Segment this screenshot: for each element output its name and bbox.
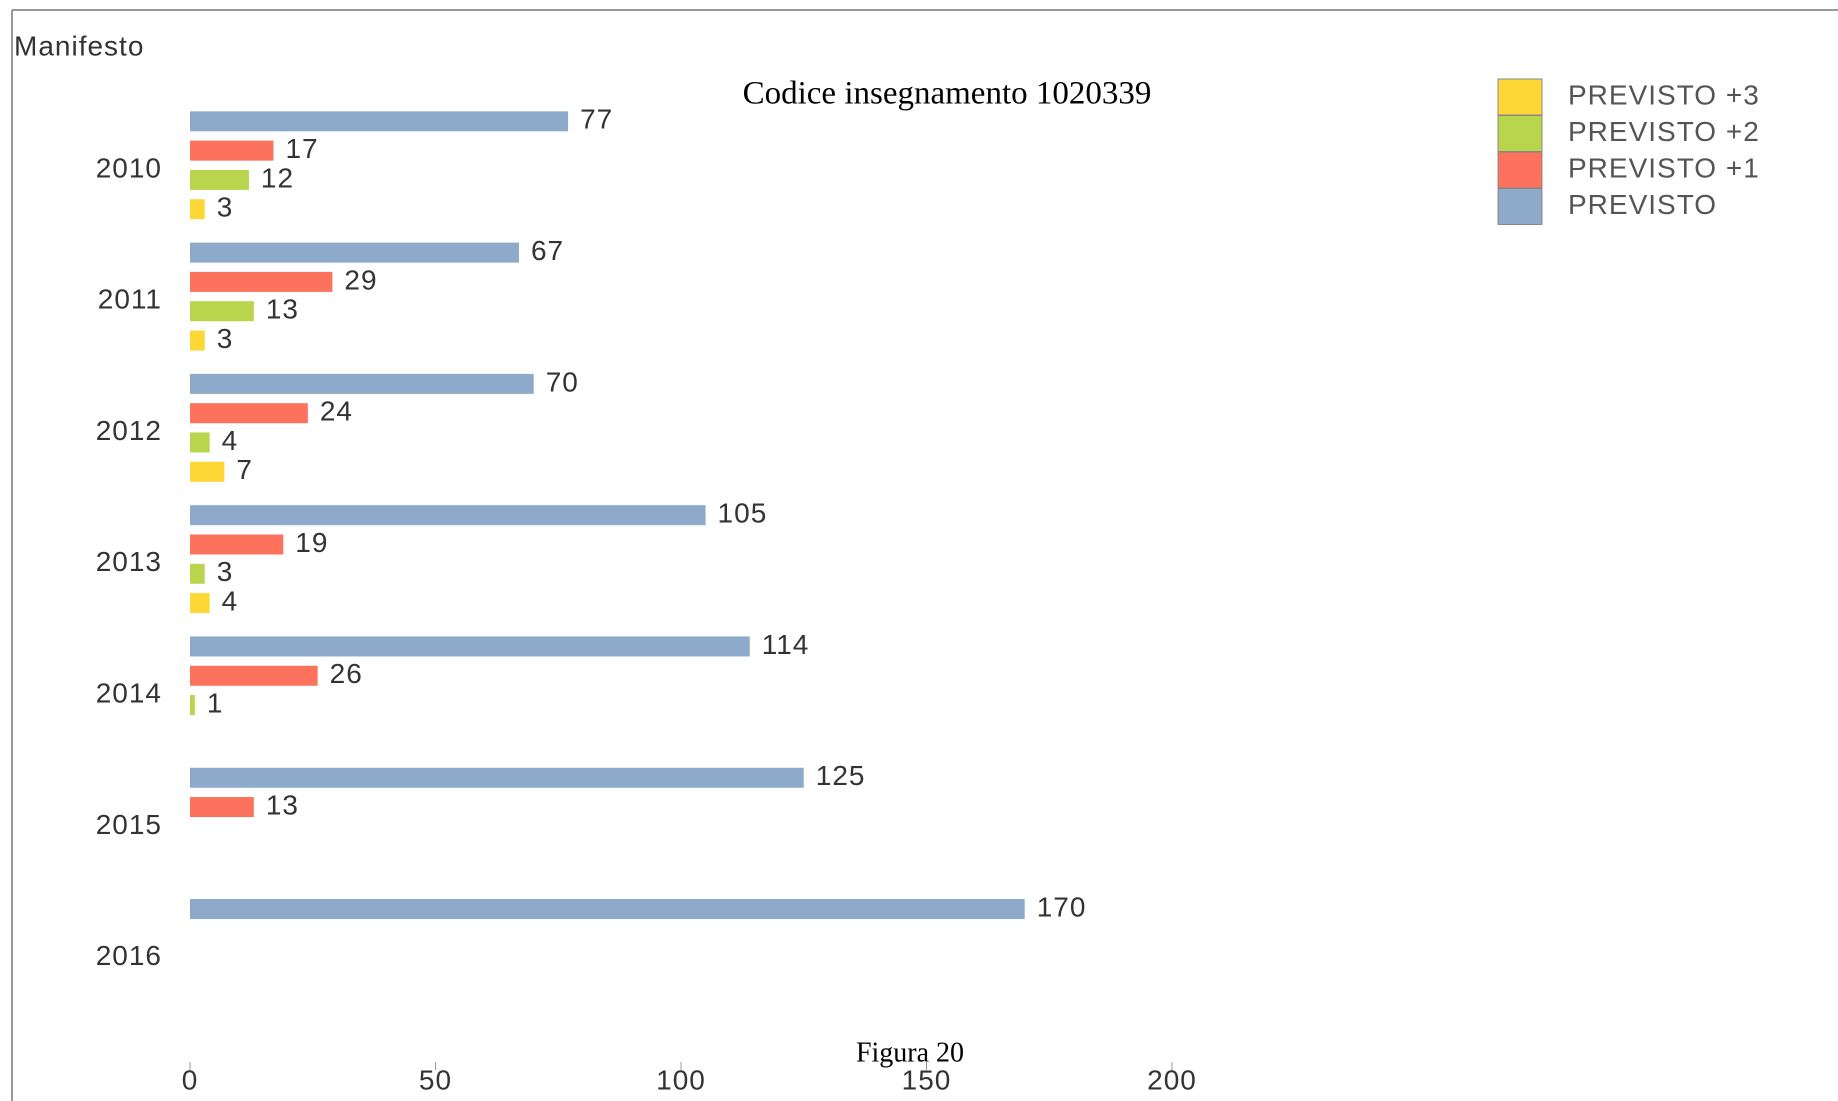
x-tick-label: 200 — [1147, 1064, 1197, 1095]
value-label: 67 — [531, 235, 564, 266]
y-tick-label: 2015 — [96, 809, 162, 840]
legend-swatch — [1497, 115, 1543, 152]
legend-swatch — [1497, 151, 1543, 189]
value-label: 13 — [266, 789, 299, 820]
value-label: 26 — [330, 658, 363, 689]
value-label: 3 — [217, 556, 234, 587]
value-label: 70 — [546, 366, 579, 397]
bar — [190, 665, 318, 686]
legend-label: PREVISTO +3 — [1568, 79, 1760, 110]
value-label: 3 — [217, 323, 234, 354]
bar — [190, 899, 1025, 920]
bar — [190, 695, 195, 716]
value-label: 125 — [816, 760, 866, 791]
value-label: 29 — [344, 264, 377, 295]
x-tick-label: 100 — [656, 1064, 706, 1095]
value-label: 24 — [320, 396, 353, 427]
value-label: 4 — [222, 425, 239, 456]
bar — [190, 432, 210, 453]
value-label: 170 — [1037, 891, 1087, 922]
bar — [190, 199, 205, 220]
value-label: 19 — [295, 527, 328, 558]
value-label: 3 — [217, 192, 234, 223]
value-label: 7 — [236, 454, 253, 485]
y-tick-label: 2010 — [96, 152, 162, 183]
bar — [190, 636, 750, 657]
bar — [190, 797, 254, 818]
value-label: 105 — [718, 498, 768, 529]
bar — [190, 242, 519, 263]
bar — [190, 301, 254, 322]
value-label: 4 — [222, 585, 239, 616]
legend-label: PREVISTO +2 — [1568, 116, 1760, 147]
y-tick-label: 2014 — [96, 678, 162, 709]
value-label: 114 — [762, 629, 810, 660]
x-tick-label: 50 — [419, 1064, 452, 1095]
y-tick-label: 2011 — [98, 284, 162, 315]
bar — [190, 534, 284, 555]
chart-title: Codice insegnamento 1020339 — [743, 76, 1152, 112]
bar — [190, 271, 333, 292]
bar — [190, 330, 205, 351]
bar — [190, 563, 205, 584]
value-label: 17 — [285, 133, 318, 164]
y-tick-label: 2016 — [96, 940, 162, 971]
value-label: 77 — [580, 104, 613, 135]
bar — [190, 461, 225, 482]
bar — [190, 140, 274, 161]
bar — [190, 767, 804, 788]
legend-swatch — [1497, 78, 1543, 116]
y-tick-label: 2012 — [96, 415, 162, 446]
y-axis-title: Manifesto — [14, 30, 144, 61]
bar — [190, 403, 308, 424]
bar — [190, 373, 534, 394]
y-tick-label: 2013 — [96, 546, 162, 577]
legend-swatch — [1497, 188, 1543, 225]
value-label: 13 — [266, 294, 299, 325]
caption: Figura 20 — [856, 1037, 964, 1068]
x-tick-label: 0 — [182, 1064, 199, 1095]
legend-label: PREVISTO — [1568, 189, 1717, 220]
value-label: 12 — [261, 162, 294, 193]
bar — [190, 169, 249, 190]
bar — [190, 593, 210, 614]
bar — [190, 111, 569, 132]
value-label: 1 — [207, 687, 224, 718]
x-tick-label: 150 — [902, 1064, 952, 1095]
bar — [190, 505, 706, 526]
legend-label: PREVISTO +1 — [1568, 152, 1760, 183]
